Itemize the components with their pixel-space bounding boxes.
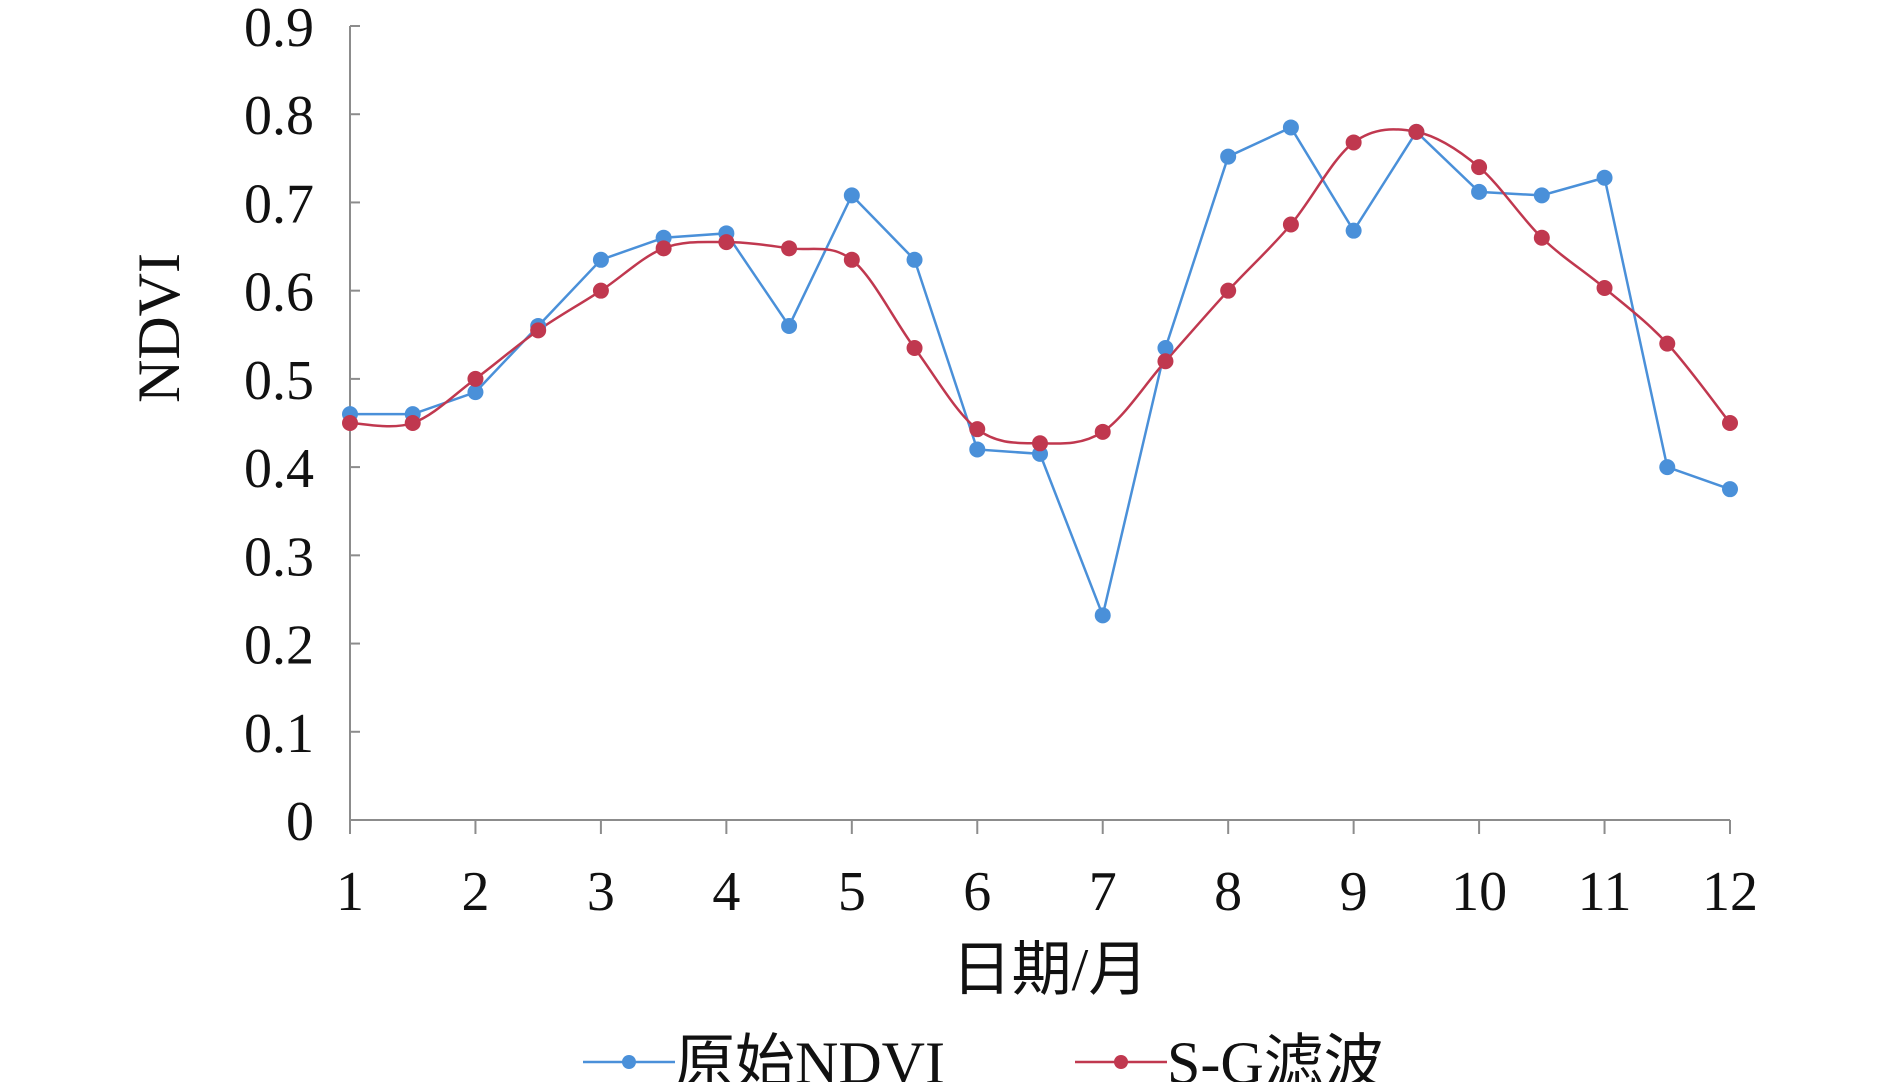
y-tick-label: 0.4 bbox=[244, 438, 314, 500]
y-ticks: 0 0.1 0.2 0.3 0.4 0.5 0.6 0.7 0.8 0.9 bbox=[244, 0, 360, 853]
x-tick-label: 9 bbox=[1340, 861, 1368, 923]
data-point-series-0 bbox=[1282, 119, 1299, 136]
data-point-series-1 bbox=[1032, 435, 1048, 452]
y-tick-label: 0.2 bbox=[244, 615, 314, 677]
data-point-series-0 bbox=[592, 251, 609, 268]
legend-marker-raw-ndvi bbox=[622, 1055, 636, 1069]
x-tick-label: 11 bbox=[1578, 861, 1632, 923]
x-tick-label: 6 bbox=[963, 861, 991, 923]
y-tick-label: 0.7 bbox=[244, 173, 314, 235]
x-tick-label: 10 bbox=[1451, 861, 1507, 923]
data-point-series-0 bbox=[1722, 481, 1738, 498]
data-point-series-0 bbox=[1345, 222, 1362, 239]
x-tick-label: 12 bbox=[1702, 861, 1758, 923]
data-point-series-1 bbox=[1596, 280, 1613, 297]
data-point-series-1 bbox=[530, 322, 547, 339]
data-point-series-0 bbox=[1533, 187, 1550, 204]
data-point-series-1 bbox=[1533, 229, 1550, 246]
axes bbox=[349, 26, 1730, 821]
y-tick-label: 0.3 bbox=[244, 526, 314, 588]
data-point-series-0 bbox=[1094, 607, 1111, 624]
data-point-series-1 bbox=[1408, 123, 1425, 140]
y-tick-label: 0.9 bbox=[244, 0, 314, 59]
y-axis-title: NDVI bbox=[126, 253, 192, 403]
data-point-series-0 bbox=[1659, 459, 1676, 476]
series-line-1 bbox=[349, 128, 1731, 445]
data-point-series-1 bbox=[843, 251, 860, 268]
legend-item-sg-filter: S-G滤波 bbox=[1075, 1030, 1384, 1082]
series-layer bbox=[342, 119, 1738, 624]
data-point-series-1 bbox=[969, 421, 986, 438]
data-point-series-0 bbox=[781, 317, 798, 334]
data-point-series-1 bbox=[1471, 159, 1488, 176]
data-point-series-0 bbox=[1157, 340, 1174, 357]
data-point-series-0 bbox=[843, 187, 860, 204]
data-point-series-1 bbox=[342, 415, 358, 431]
legend-label-sg-filter: S-G滤波 bbox=[1167, 1030, 1384, 1082]
data-point-series-1 bbox=[781, 240, 798, 257]
x-tick-label: 7 bbox=[1089, 861, 1117, 923]
data-point-series-1 bbox=[1220, 282, 1237, 299]
data-point-series-0 bbox=[906, 251, 923, 268]
x-tick-label: 8 bbox=[1214, 861, 1242, 923]
x-tick-label: 3 bbox=[587, 861, 615, 923]
data-point-series-1 bbox=[1659, 335, 1676, 352]
data-point-series-0 bbox=[1596, 169, 1613, 186]
y-tick-label: 0.8 bbox=[244, 85, 314, 147]
data-point-series-0 bbox=[467, 384, 484, 401]
data-point-series-1 bbox=[404, 415, 421, 431]
data-point-series-1 bbox=[1157, 353, 1174, 370]
series-line-0 bbox=[350, 125, 1731, 620]
legend-item-raw-ndvi: 原始NDVI bbox=[583, 1030, 945, 1082]
data-point-series-1 bbox=[655, 240, 672, 257]
data-point-series-1 bbox=[1094, 423, 1111, 440]
data-point-series-1 bbox=[467, 370, 484, 387]
data-point-series-0 bbox=[1471, 183, 1488, 200]
data-point-series-1 bbox=[1282, 216, 1299, 233]
x-ticks: 1 2 3 4 5 6 7 8 9 10 11 12 bbox=[336, 820, 1758, 923]
data-point-series-0 bbox=[1220, 148, 1237, 165]
data-point-series-0 bbox=[969, 441, 986, 458]
data-point-series-1 bbox=[718, 234, 735, 251]
x-tick-label: 2 bbox=[461, 861, 489, 923]
legend-marker-sg-filter bbox=[1114, 1055, 1128, 1069]
data-point-series-1 bbox=[592, 282, 609, 299]
x-tick-label: 4 bbox=[712, 861, 740, 923]
legend: 原始NDVI S-G滤波 bbox=[583, 1030, 1384, 1082]
y-tick-label: 0.5 bbox=[244, 350, 314, 412]
data-point-series-1 bbox=[1345, 134, 1362, 151]
x-axis-title: 日期/月 bbox=[952, 937, 1149, 1003]
data-point-series-1 bbox=[906, 340, 923, 357]
y-tick-label: 0.1 bbox=[244, 703, 314, 765]
x-tick-label: 1 bbox=[336, 861, 364, 923]
y-tick-label: 0 bbox=[286, 791, 314, 853]
legend-label-raw-ndvi: 原始NDVI bbox=[675, 1030, 945, 1082]
x-tick-label: 5 bbox=[838, 861, 866, 923]
y-tick-label: 0.6 bbox=[244, 262, 314, 324]
data-point-series-1 bbox=[1722, 415, 1738, 431]
